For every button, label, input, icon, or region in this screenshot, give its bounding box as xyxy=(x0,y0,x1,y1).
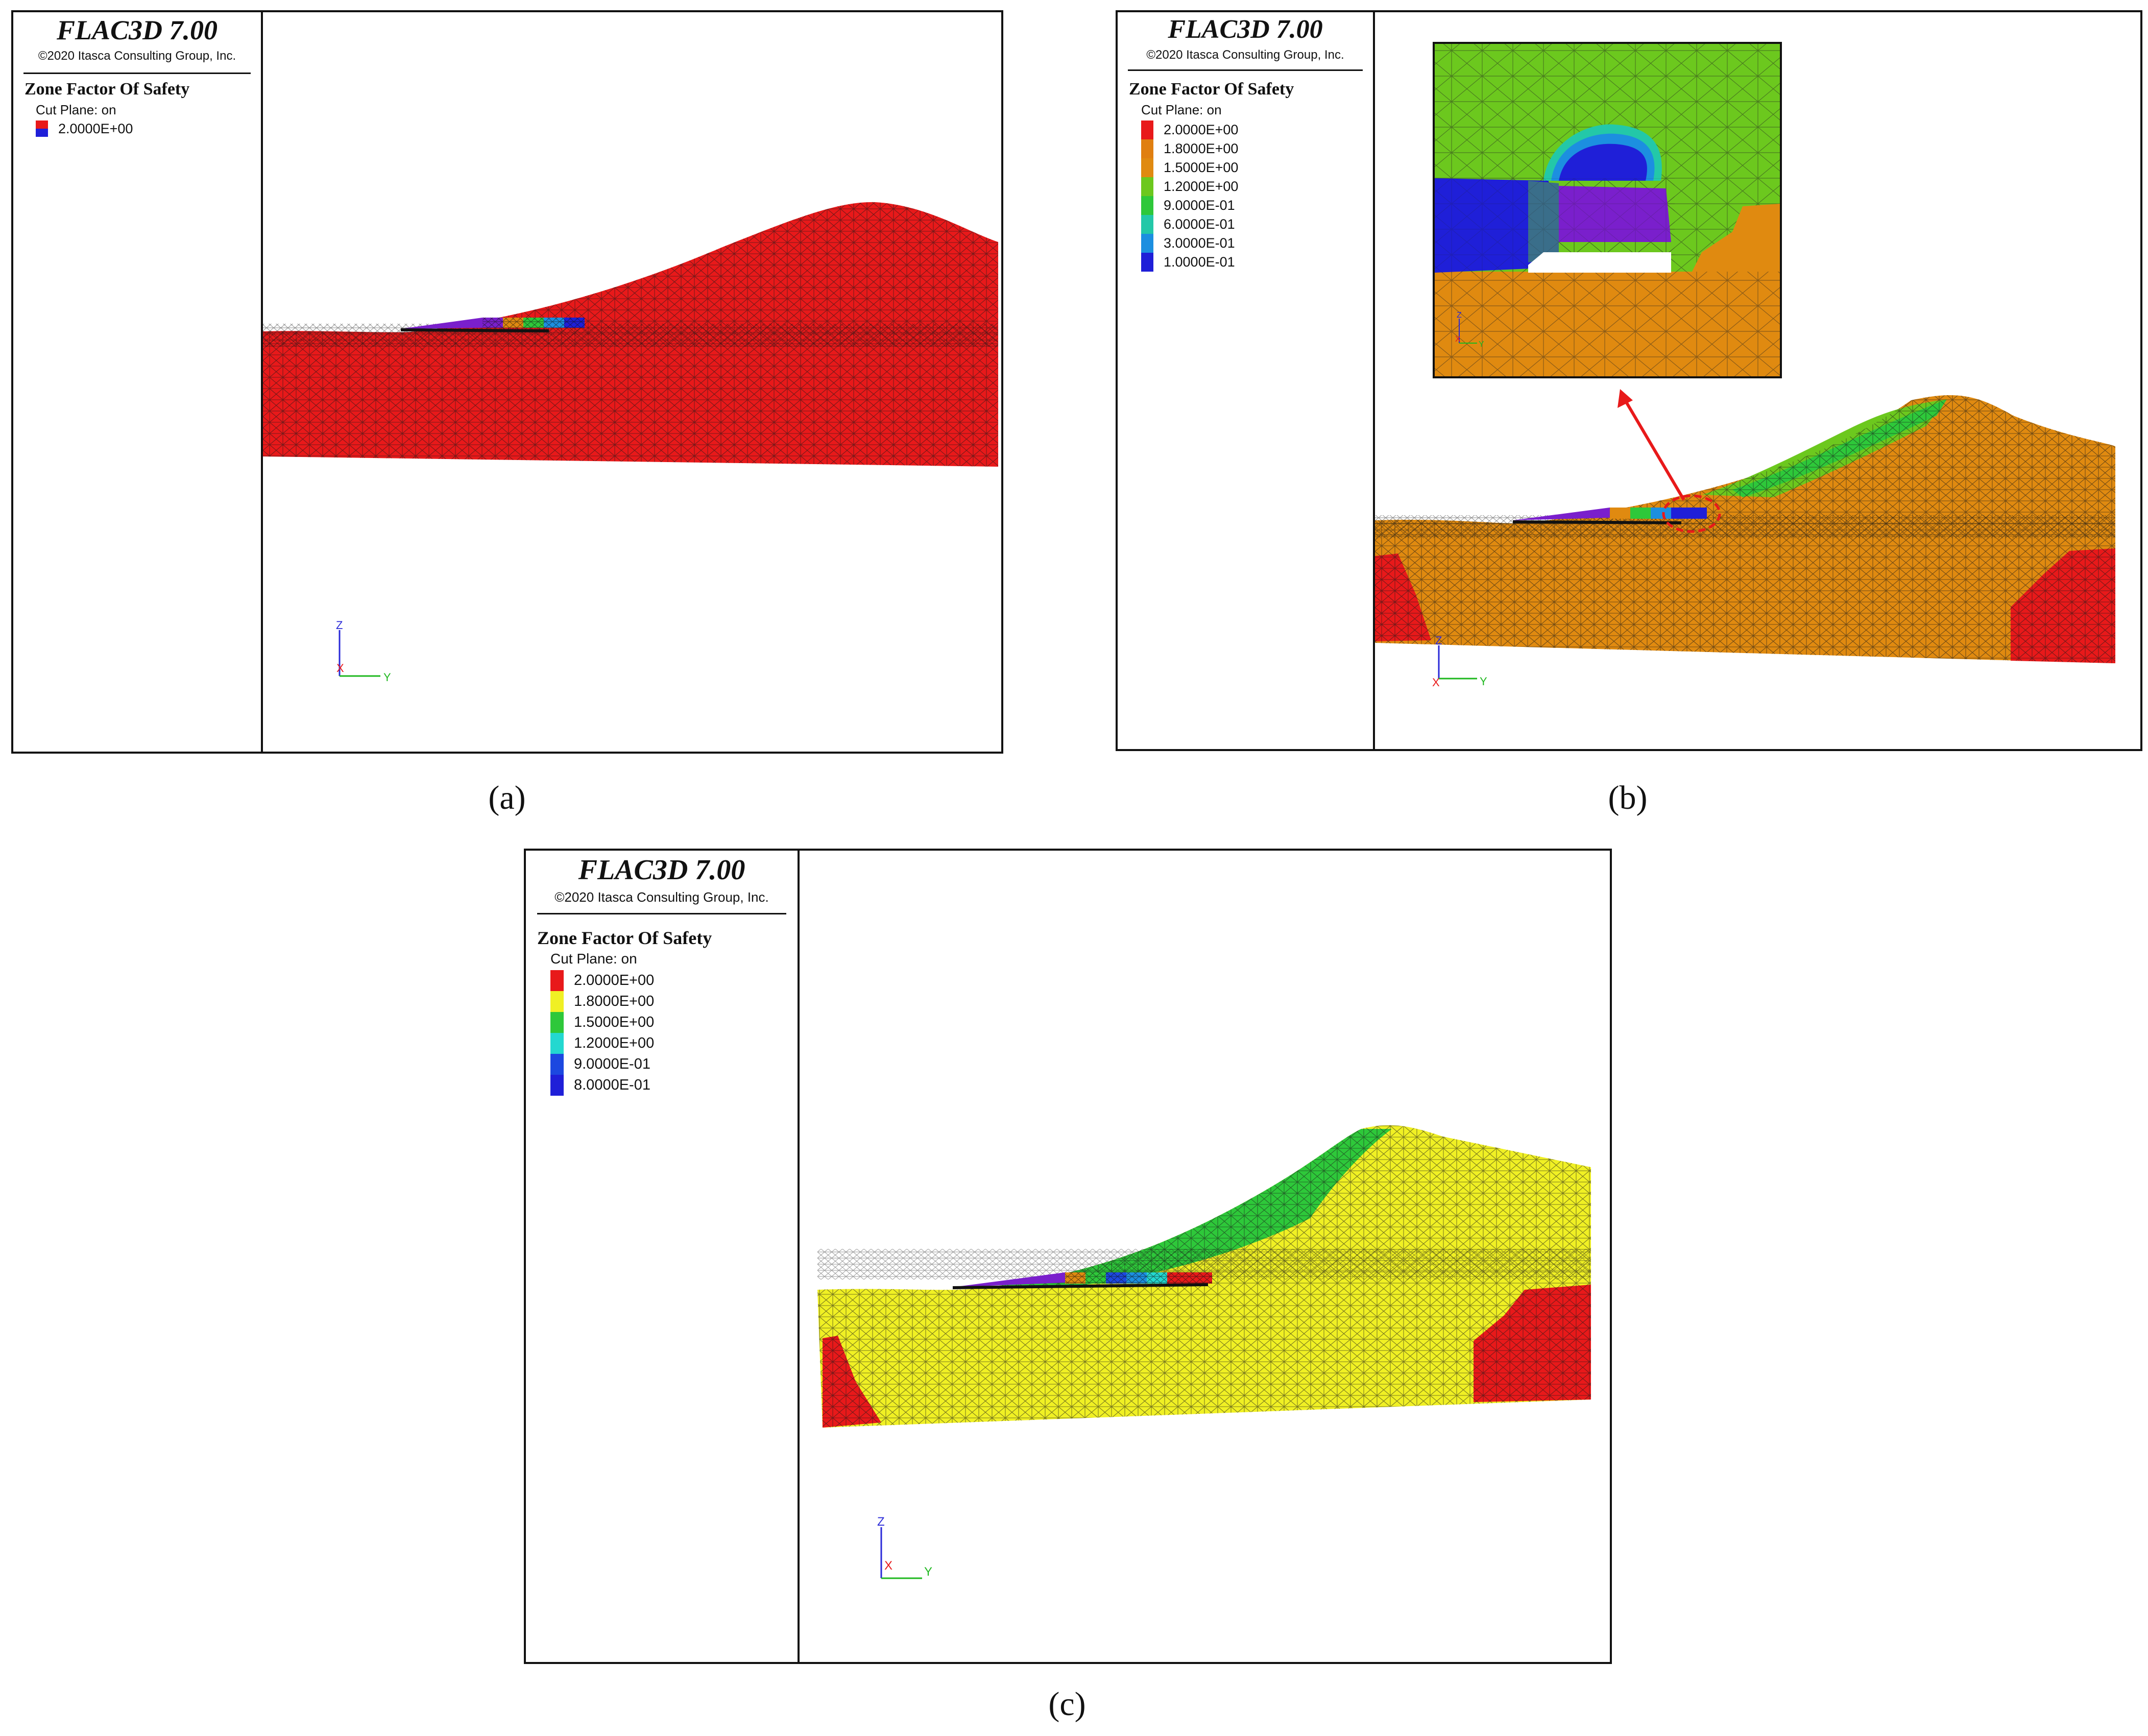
slope-mesh-model: Z X Y Z X Y xyxy=(1375,42,2115,689)
cut-plane-label: Cut Plane: on xyxy=(1141,102,1222,117)
app-title: FLAC3D 7.00 xyxy=(1168,15,1323,44)
panel-c: FLAC3D 7.00 ©2020 Itasca Consulting Grou… xyxy=(524,849,1612,1664)
legend-item: 6.0000E-01 xyxy=(1141,215,1238,234)
legend-swatch xyxy=(550,1075,564,1096)
divider xyxy=(537,913,786,914)
plot-title: Zone Factor Of Safety xyxy=(25,80,190,99)
legend-label: 6.0000E-01 xyxy=(1164,216,1235,232)
legend-swatch xyxy=(1141,215,1153,234)
legend-label: 1.5000E+00 xyxy=(574,1014,655,1030)
legend-list: 2.0000E+00 1.8000E+00 1.5000E+00 1.2000E… xyxy=(1141,120,1238,272)
legend-swatch xyxy=(550,1054,564,1075)
legend-swatch xyxy=(1141,177,1153,196)
legend-list: 2.0000E+00 xyxy=(36,120,133,137)
legend-item: 2.0000E+00 xyxy=(550,970,654,991)
app-title: FLAC3D 7.00 xyxy=(56,15,218,45)
legend-swatch xyxy=(36,120,48,137)
legend-item: 9.0000E-01 xyxy=(550,1054,654,1075)
axis-z-label: Z xyxy=(336,619,343,632)
legend-pane: FLAC3D 7.00 ©2020 Itasca Consulting Grou… xyxy=(13,12,263,752)
inset-axis-x-label: X xyxy=(1455,335,1461,344)
legend-label: 2.0000E+00 xyxy=(58,120,133,136)
legend-item: 1.5000E+00 xyxy=(1141,158,1238,177)
cut-plane-label: Cut Plane: on xyxy=(550,951,637,967)
legend-item: 1.8000E+00 xyxy=(550,991,654,1012)
legend-swatch xyxy=(550,970,564,991)
panel-a: FLAC3D 7.00 ©2020 Itasca Consulting Grou… xyxy=(11,10,1003,754)
legend-label: 1.8000E+00 xyxy=(574,993,655,1009)
legend-swatch xyxy=(1141,196,1153,215)
legend-swatch xyxy=(1141,139,1153,158)
axis-y-label: Y xyxy=(924,1565,932,1579)
legend-item: 1.8000E+00 xyxy=(1141,139,1238,158)
legend-swatch xyxy=(550,1033,564,1054)
legend-swatch xyxy=(550,1012,564,1033)
legend-list: 2.0000E+00 1.8000E+00 1.5000E+00 1.2000E… xyxy=(550,970,654,1096)
legend-item: 1.0000E-01 xyxy=(1141,253,1238,272)
legend-pane: FLAC3D 7.00 ©2020 Itasca Consulting Grou… xyxy=(1118,12,1375,749)
legend-item: 3.0000E-01 xyxy=(1141,234,1238,253)
legend-label: 3.0000E-01 xyxy=(1164,235,1235,251)
legend-label: 1.2000E+00 xyxy=(1164,179,1239,194)
app-title: FLAC3D 7.00 xyxy=(578,854,745,886)
legend-pane: FLAC3D 7.00 ©2020 Itasca Consulting Grou… xyxy=(526,851,800,1662)
legend-swatch xyxy=(1141,234,1153,253)
inset-axis-z-label: Z xyxy=(1457,311,1462,320)
axis-y-label: Y xyxy=(1480,675,1487,688)
legend-item: 1.2000E+00 xyxy=(1141,177,1238,196)
legend-label: 1.5000E+00 xyxy=(1164,160,1239,175)
cut-plane-label: Cut Plane: on xyxy=(36,102,116,117)
legend-label: 1.8000E+00 xyxy=(1164,141,1239,156)
legend-item: 1.5000E+00 xyxy=(550,1012,654,1033)
caption-c: (c) xyxy=(1048,1685,1086,1723)
axis-y-label: Y xyxy=(383,671,391,684)
legend-item: 2.0000E+00 xyxy=(1141,120,1238,139)
plot-title: Zone Factor Of Safety xyxy=(1129,80,1294,99)
legend-label: 9.0000E-01 xyxy=(1164,198,1235,213)
divider xyxy=(1128,69,1363,71)
inset-axis-y-label: Y xyxy=(1479,340,1484,349)
axis-x-label: X xyxy=(336,662,344,674)
legend-item: 8.0000E-01 xyxy=(550,1075,654,1096)
legend-item: 2.0000E+00 xyxy=(36,120,133,137)
axis-z-label: Z xyxy=(1435,634,1442,647)
legend-label: 8.0000E-01 xyxy=(574,1077,650,1093)
caption-a: (a) xyxy=(488,779,526,816)
model-view[interactable]: Z X Y xyxy=(800,851,1610,1662)
axis-x-label: X xyxy=(1432,676,1440,689)
model-view[interactable]: Z X Y Z X Y xyxy=(1375,12,2140,749)
legend-label: 1.0000E-01 xyxy=(1164,254,1235,270)
slope-mesh-model: Z X Y xyxy=(817,1125,1591,1579)
legend-swatch xyxy=(550,991,564,1012)
legend-item: 9.0000E-01 xyxy=(1141,196,1238,215)
legend-label: 2.0000E+00 xyxy=(574,972,655,988)
legend-item: 1.2000E+00 xyxy=(550,1033,654,1054)
axis-z-label: Z xyxy=(877,1515,885,1529)
legend-swatch xyxy=(1141,158,1153,177)
panel-b: FLAC3D 7.00 ©2020 Itasca Consulting Grou… xyxy=(1116,10,2142,751)
copyright: ©2020 Itasca Consulting Group, Inc. xyxy=(554,889,769,905)
legend-label: 2.0000E+00 xyxy=(1164,122,1239,137)
copyright: ©2020 Itasca Consulting Group, Inc. xyxy=(38,49,236,63)
legend-swatch xyxy=(1141,120,1153,139)
divider xyxy=(23,73,251,74)
legend-label: 9.0000E-01 xyxy=(574,1056,650,1072)
legend-swatch xyxy=(1141,253,1153,272)
model-view[interactable]: Z X Y xyxy=(263,12,1001,752)
slope-mesh-model: Z X Y xyxy=(263,202,998,684)
legend-label: 1.2000E+00 xyxy=(574,1035,655,1051)
caption-b: (b) xyxy=(1608,779,1648,816)
copyright: ©2020 Itasca Consulting Group, Inc. xyxy=(1146,48,1344,62)
plot-title: Zone Factor Of Safety xyxy=(537,928,712,948)
axis-x-label: X xyxy=(884,1559,892,1573)
